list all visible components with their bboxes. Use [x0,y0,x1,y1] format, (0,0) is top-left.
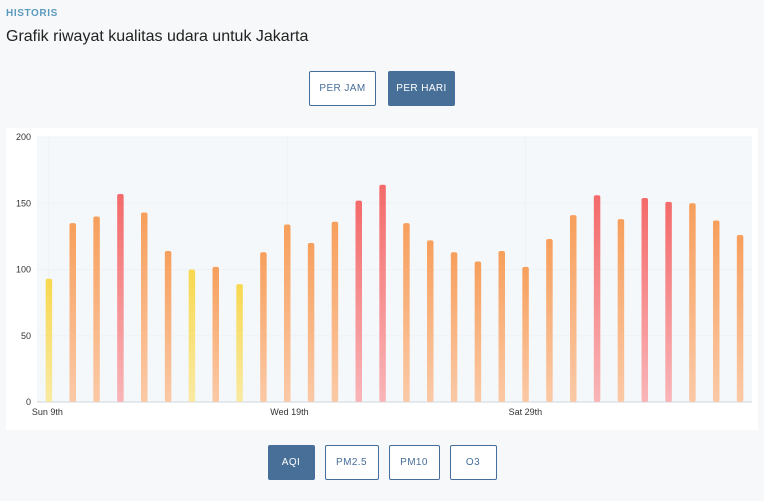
bar-29[interactable] [736,235,744,402]
tab-pm10[interactable]: PM10 [388,445,440,480]
bar-12[interactable] [331,221,339,402]
y-tick-label: 0 [26,397,31,407]
bar-15[interactable] [403,223,410,403]
bar-16[interactable] [427,240,434,402]
bar-23[interactable] [593,195,601,402]
tab-pm25[interactable]: PM2.5 [324,445,379,480]
bar-22[interactable] [570,215,577,402]
bar-25[interactable] [641,197,649,402]
tab-o3[interactable]: O3 [449,445,497,480]
bar-10[interactable] [284,224,291,402]
chart-card: 0 50 100 150 200 Sun 9th Wed 19th Sat 29th [6,128,758,430]
bar-18[interactable] [474,261,482,402]
bar-13[interactable] [355,200,363,402]
y-tick-label: 200 [16,132,31,142]
bar-17[interactable] [450,252,458,402]
y-tick-label: 50 [21,331,31,341]
bar-3[interactable] [117,193,124,402]
bar-26[interactable] [665,201,672,402]
bar-0[interactable] [45,278,53,402]
tab-aqi[interactable]: AQI [267,445,315,480]
bar-6[interactable] [188,269,196,403]
aqi-bar-chart: 0 50 100 150 200 Sun 9th Wed 19th Sat 29th [16,132,752,417]
bar-28[interactable] [713,220,720,402]
x-tick-label: Sat 29th [509,407,543,417]
x-tick-label: Wed 19th [270,407,308,417]
time-range-toggle: PER JAM PER HARI [0,71,764,106]
bar-24[interactable] [617,219,625,402]
y-tick-label: 100 [16,265,31,275]
bar-14[interactable] [379,184,386,402]
bar-20[interactable] [522,266,529,402]
bar-27[interactable] [689,203,696,402]
y-tick-label: 150 [16,198,31,208]
per-hari-button[interactable]: PER HARI [388,71,455,106]
metric-tabs: AQI PM2.5 PM10 O3 [0,445,764,480]
bar-8[interactable] [236,284,243,402]
x-tick-label: Sun 9th [32,407,63,417]
bar-2[interactable] [93,216,100,403]
bar-11[interactable] [307,243,315,402]
bar-4[interactable] [141,212,148,402]
bar-5[interactable] [164,250,172,402]
bar-19[interactable] [498,250,506,402]
bar-21[interactable] [546,239,553,402]
bar-9[interactable] [260,252,267,402]
page-subtitle: Grafik riwayat kualitas udara untuk Jaka… [6,28,309,45]
bar-7[interactable] [212,266,220,402]
per-jam-button[interactable]: PER JAM [309,71,376,106]
section-label: HISTORIS [6,8,58,19]
bar-1[interactable] [69,223,77,403]
